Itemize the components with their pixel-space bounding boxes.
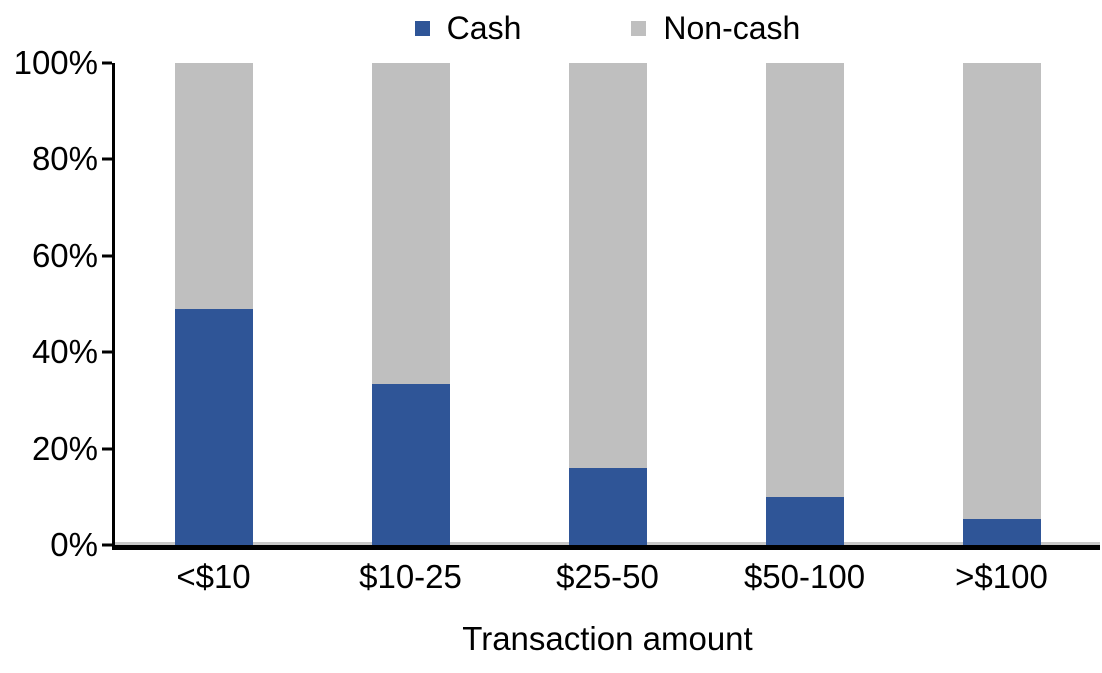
legend-item-noncash: Non-cash [631,10,800,47]
x-axis-category-label: $25-50 [556,558,659,595]
bars-row [115,63,1100,545]
stacked-bar [962,63,1041,545]
bar-slot [903,63,1100,545]
y-axis-tick-mark [102,350,112,354]
bar-segment-cash [765,496,844,545]
x-labels-row: <$10 $10-25 $25-50 $50-100 >$100 [115,558,1100,596]
bar-segment-noncash [962,63,1041,519]
y-axis-line [112,63,115,550]
y-axis-tick-mark [102,543,112,547]
y-axis-tick-label: 0% [50,526,98,563]
y-axis-tick-label: 20% [31,429,98,467]
bar-segment-noncash [568,63,647,468]
bar-segment-cash [962,518,1041,545]
legend-label-noncash: Non-cash [663,9,801,46]
plot-area [115,63,1100,545]
legend-label-cash: Cash [446,9,522,46]
cash-legend-swatch-icon [414,20,430,36]
bar-segment-cash [371,383,450,545]
bar-slot [706,63,903,545]
y-axis-tick-mark [102,254,112,258]
y-axis-tick-label: 60% [31,236,98,274]
y-axis-tick-mark [102,447,112,451]
bar-slot [115,63,312,545]
bar-slot [312,63,509,545]
bar-segment-noncash [371,63,450,384]
y-axis-tick-mark [102,61,112,65]
bar-segment-cash [174,308,253,545]
x-axis-category-label: >$100 [955,558,1048,595]
bar-segment-noncash [174,63,253,309]
chart-legend: Cash Non-cash [115,4,1100,52]
stacked-bar [765,63,844,545]
bar-slot [509,63,706,545]
x-axis-category-label: $50-100 [743,558,866,595]
x-axis-title: Transaction amount [462,620,753,657]
x-axis-category-label: <$10 [176,558,251,595]
bar-segment-noncash [765,63,844,497]
y-axis-tick-label: 100% [13,44,98,81]
y-axis-tick-label: 40% [31,333,98,371]
x-axis-line [112,545,1100,550]
y-axis-tick-label: 80% [31,140,98,178]
x-axis-category-label: $10-25 [359,558,462,595]
stacked-bar [371,63,450,545]
bar-segment-cash [568,467,647,545]
noncash-legend-swatch-icon [631,20,647,36]
legend-item-cash: Cash [414,9,522,47]
y-axis-labels: 0% 20% 40% 60% 80% 100% [0,44,98,563]
stacked-bar [568,63,647,545]
y-axis-tick-mark [102,157,112,161]
stacked-bar [174,63,253,545]
